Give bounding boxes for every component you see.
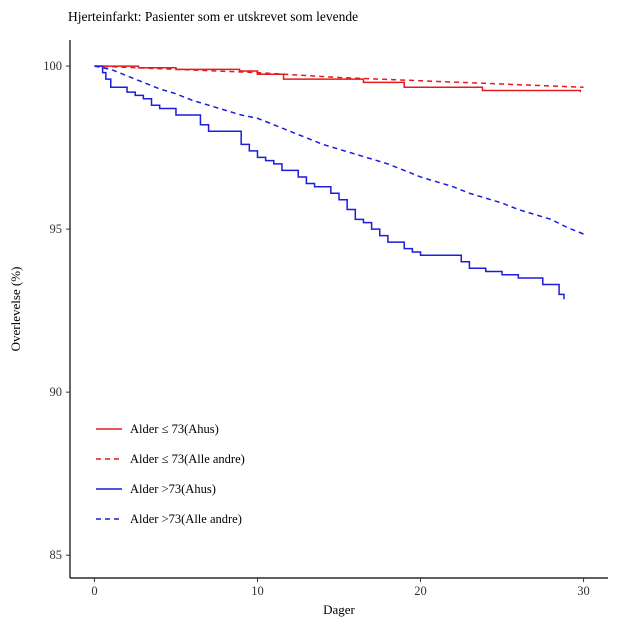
series-lines [94, 65, 584, 300]
y-axis-title: Overlevelse (%) [8, 267, 23, 352]
y-tick-label: 85 [50, 548, 63, 562]
x-tick-label: 30 [577, 584, 590, 598]
legend-label-4: Alder >73(Alle andre) [130, 512, 242, 526]
legend: Alder ≤ 73(Ahus) Alder ≤ 73(Alle andre) Al… [96, 422, 245, 526]
legend-label-1: Alder ≤ 73(Ahus) [130, 422, 219, 436]
x-tick-label: 0 [91, 584, 97, 598]
series-line-2 [94, 65, 584, 89]
y-tick-label: 90 [50, 385, 63, 399]
x-tick-label: 10 [251, 584, 264, 598]
y-tick-label: 100 [43, 59, 62, 73]
y-tick-label: 95 [50, 222, 63, 236]
axis-ticks: 0 10 20 30 85 90 95 100 [43, 59, 590, 598]
x-tick-label: 20 [414, 584, 427, 598]
chart-title: Hjerteinfarkt: Pasienter som er utskreve… [68, 9, 359, 24]
legend-label-3: Alder >73(Ahus) [130, 482, 216, 496]
series-line-1 [94, 65, 582, 93]
legend-label-2: Alder ≤ 73(Alle andre) [130, 452, 245, 466]
x-axis-title: Dager [323, 602, 355, 617]
series-line-3 [94, 65, 565, 300]
